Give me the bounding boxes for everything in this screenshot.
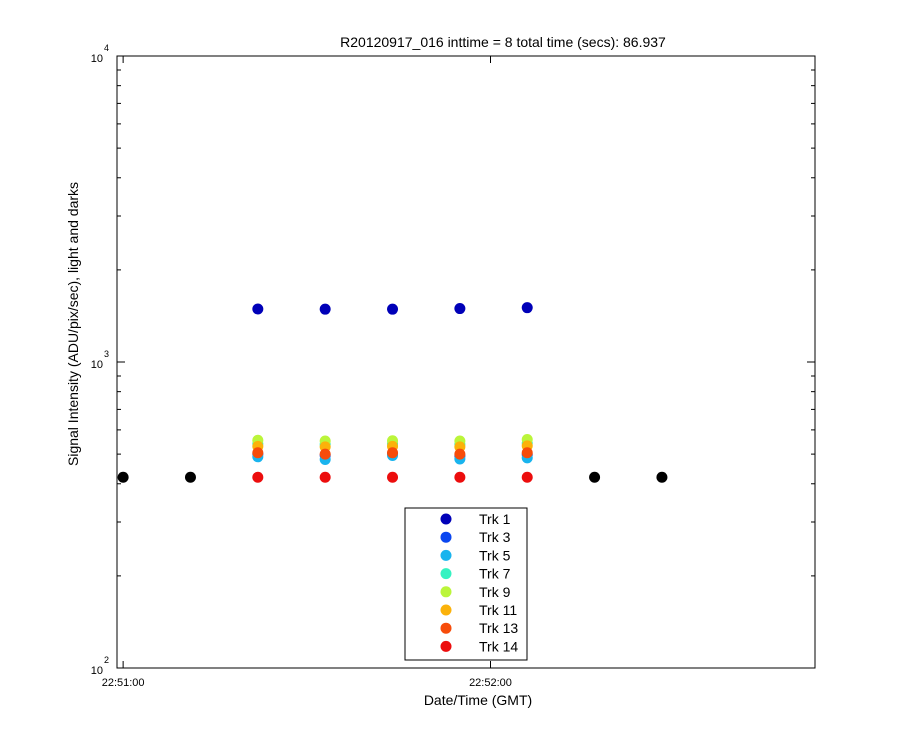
y-tick-base: 10 [91, 53, 103, 65]
legend-label: Trk 13 [479, 620, 518, 636]
legend-label: Trk 14 [479, 638, 518, 654]
y-tick-exponent: 4 [104, 43, 109, 53]
data-point [319, 448, 331, 460]
y-tick-label: 102 [91, 655, 109, 677]
data-point [521, 302, 533, 314]
data-point [387, 447, 399, 459]
legend-marker [440, 549, 452, 561]
legend-item: Trk 14 [440, 638, 518, 654]
data-point [454, 471, 466, 483]
legend-label: Trk 9 [479, 584, 511, 600]
data-point [521, 471, 533, 483]
legend-item: Trk 3 [440, 529, 511, 545]
x-tick-label: 22:52:00 [469, 677, 512, 689]
legend-item: Trk 7 [440, 566, 511, 582]
legend-marker [440, 586, 452, 598]
data-point [521, 447, 533, 459]
data-point [387, 303, 399, 315]
data-point [454, 303, 466, 315]
data-point [184, 471, 196, 483]
legend-marker [440, 622, 452, 634]
legend-item: Trk 1 [440, 511, 511, 527]
chart-title: R20120917_016 inttime = 8 total time (se… [340, 34, 666, 50]
data-point [319, 471, 331, 483]
legend-item: Trk 9 [440, 584, 511, 600]
legend-item: Trk 5 [440, 547, 511, 563]
x-axis-label: Date/Time (GMT) [424, 692, 532, 708]
legend-marker [440, 568, 452, 580]
data-point [387, 471, 399, 483]
series-dark [117, 471, 668, 483]
legend-marker [440, 604, 452, 616]
legend: Trk 1 Trk 3 Trk 5 Trk 7 Trk 9 Trk 11 Trk 13 Trk… [404, 507, 528, 661]
y-minor-ticks [117, 55, 815, 669]
legend-box [404, 507, 528, 661]
data-point [319, 303, 331, 315]
legend-marker [440, 513, 452, 525]
y-tick-exponent: 2 [104, 655, 109, 665]
legend-marker [440, 640, 452, 652]
y-axis-label: Signal Intensity (ADU/pix/sec), light an… [65, 182, 81, 466]
legend-item: Trk 13 [440, 620, 518, 636]
legend-label: Trk 5 [479, 547, 511, 563]
y-tick-label: 104 [91, 43, 109, 65]
data-point [589, 471, 601, 483]
legend-label: Trk 11 [479, 602, 517, 618]
y-tick-base: 10 [91, 359, 103, 371]
y-tick-base: 10 [91, 665, 103, 677]
data-point [252, 303, 264, 315]
legend-label: Trk 3 [479, 529, 511, 545]
series-trk-13 [252, 447, 533, 460]
data-point [252, 447, 264, 459]
y-tick-label: 103 [91, 349, 109, 371]
data-point [117, 471, 129, 483]
x-tick-label: 22:51:00 [102, 677, 145, 689]
series-trk-14 [252, 471, 533, 483]
legend-label: Trk 1 [479, 511, 511, 527]
data-point [454, 448, 466, 460]
data-points [117, 302, 668, 483]
data-point [656, 471, 668, 483]
x-ticks: 22:51:00 22:52:00 [102, 56, 512, 689]
legend-item: Trk 11 [440, 602, 517, 618]
legend-label: Trk 7 [479, 566, 511, 582]
series-trk-1 [252, 302, 533, 315]
legend-marker [440, 531, 452, 543]
y-tick-exponent: 3 [104, 349, 109, 359]
data-point [252, 471, 264, 483]
